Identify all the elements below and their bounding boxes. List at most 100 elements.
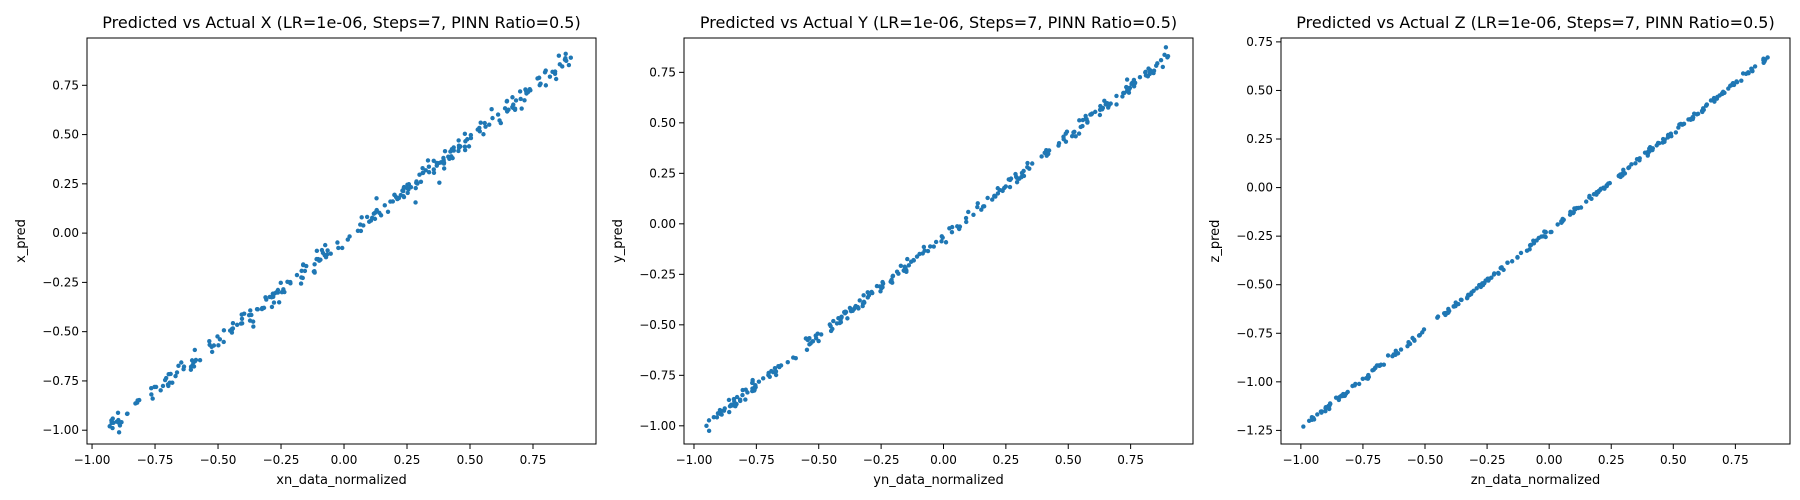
data-point [355, 228, 361, 234]
data-point [1646, 150, 1651, 155]
data-point [542, 70, 548, 75]
data-point [726, 397, 732, 403]
data-point [1459, 297, 1464, 303]
data-point [1726, 86, 1731, 91]
data-point [1407, 341, 1413, 347]
x-axis-label: zn_data_normalized [1471, 473, 1601, 488]
subplot-z: Predicted vs Actual Z (LR=1e-06, Steps=7… [1208, 13, 1791, 488]
data-point [921, 244, 927, 250]
data-point [980, 204, 986, 209]
data-point [434, 160, 439, 166]
data-point [1025, 164, 1030, 170]
data-point [468, 132, 474, 138]
data-point [1712, 99, 1717, 104]
x-tick-label: −0.25 [863, 453, 900, 467]
data-point [110, 425, 115, 431]
data-point [364, 214, 370, 220]
chart-title: Predicted vs Actual Z (LR=1e-06, Steps=7… [1296, 13, 1774, 32]
data-point [1469, 290, 1474, 295]
data-point [466, 144, 472, 149]
data-point [1395, 351, 1401, 356]
chart-title: Predicted vs Actual Y (LR=1e-06, Steps=7… [700, 13, 1177, 32]
data-point [401, 194, 406, 199]
y-tick-label: −0.50 [639, 318, 676, 332]
y-tick-label: −1.00 [42, 423, 79, 437]
y-tick-label: 0.75 [52, 78, 79, 92]
data-point [1604, 183, 1610, 189]
y-tick-label: 0.50 [52, 128, 79, 142]
data-point [1073, 134, 1078, 139]
x-tick-label: −0.75 [1345, 453, 1382, 467]
data-point [489, 107, 494, 112]
x-tick-label: 0.25 [1598, 453, 1625, 467]
data-point [1621, 167, 1626, 173]
data-point [928, 244, 933, 249]
data-point [371, 211, 377, 216]
data-point [370, 215, 375, 221]
data-point [728, 403, 733, 409]
data-point [377, 210, 382, 216]
data-point [731, 396, 737, 402]
data-point [1056, 141, 1062, 146]
data-point [704, 423, 709, 429]
data-point [1353, 381, 1358, 387]
data-point [843, 309, 848, 314]
data-point [347, 234, 352, 239]
data-point [1680, 122, 1686, 127]
data-point [418, 179, 424, 184]
data-point [209, 349, 215, 355]
y-tick-label: −0.25 [42, 275, 79, 289]
data-point [711, 415, 717, 420]
data-point [1416, 333, 1422, 338]
data-point [1025, 160, 1030, 166]
data-point [990, 197, 995, 202]
data-point [847, 305, 853, 311]
data-point [865, 295, 870, 300]
scatter-points [704, 45, 1171, 434]
y-tick-label: 0.50 [1246, 83, 1273, 97]
data-point [550, 69, 555, 75]
data-point [498, 120, 504, 126]
data-point [437, 180, 442, 185]
data-point [431, 170, 437, 176]
data-point [1587, 193, 1592, 199]
data-point [1323, 408, 1328, 414]
data-point [852, 305, 858, 310]
data-point [405, 190, 410, 196]
data-point [414, 179, 419, 184]
data-point [211, 343, 217, 348]
data-point [487, 122, 492, 127]
data-point [1301, 424, 1306, 429]
data-point [170, 380, 175, 385]
data-point [1360, 376, 1365, 381]
data-point [314, 248, 320, 254]
data-point [1662, 137, 1667, 142]
data-point [392, 192, 397, 197]
data-point [719, 408, 724, 414]
data-point [714, 415, 720, 420]
data-point [317, 258, 322, 263]
data-point [1539, 234, 1544, 239]
data-point [1708, 98, 1714, 103]
subplot-y: Predicted vs Actual Y (LR=1e-06, Steps=7… [611, 13, 1194, 488]
data-point [1656, 141, 1662, 146]
x-tick-label: 0.00 [1536, 453, 1563, 467]
data-point [1385, 353, 1391, 358]
x-tick-label: 0.25 [394, 453, 421, 467]
x-tick-label: 0.50 [1055, 453, 1082, 467]
data-point [1491, 272, 1497, 277]
data-point [495, 112, 501, 117]
data-point [125, 411, 130, 416]
data-point [1673, 130, 1679, 135]
data-point [269, 295, 274, 300]
data-point [877, 284, 883, 289]
data-point [773, 372, 779, 378]
y-tick-label: −0.25 [639, 267, 676, 281]
data-point [925, 248, 931, 254]
data-point [522, 98, 527, 103]
data-point [150, 396, 155, 401]
y-tick-label: 0.75 [649, 65, 676, 79]
data-point [1559, 219, 1564, 224]
data-point [336, 245, 341, 251]
data-point [238, 321, 244, 326]
